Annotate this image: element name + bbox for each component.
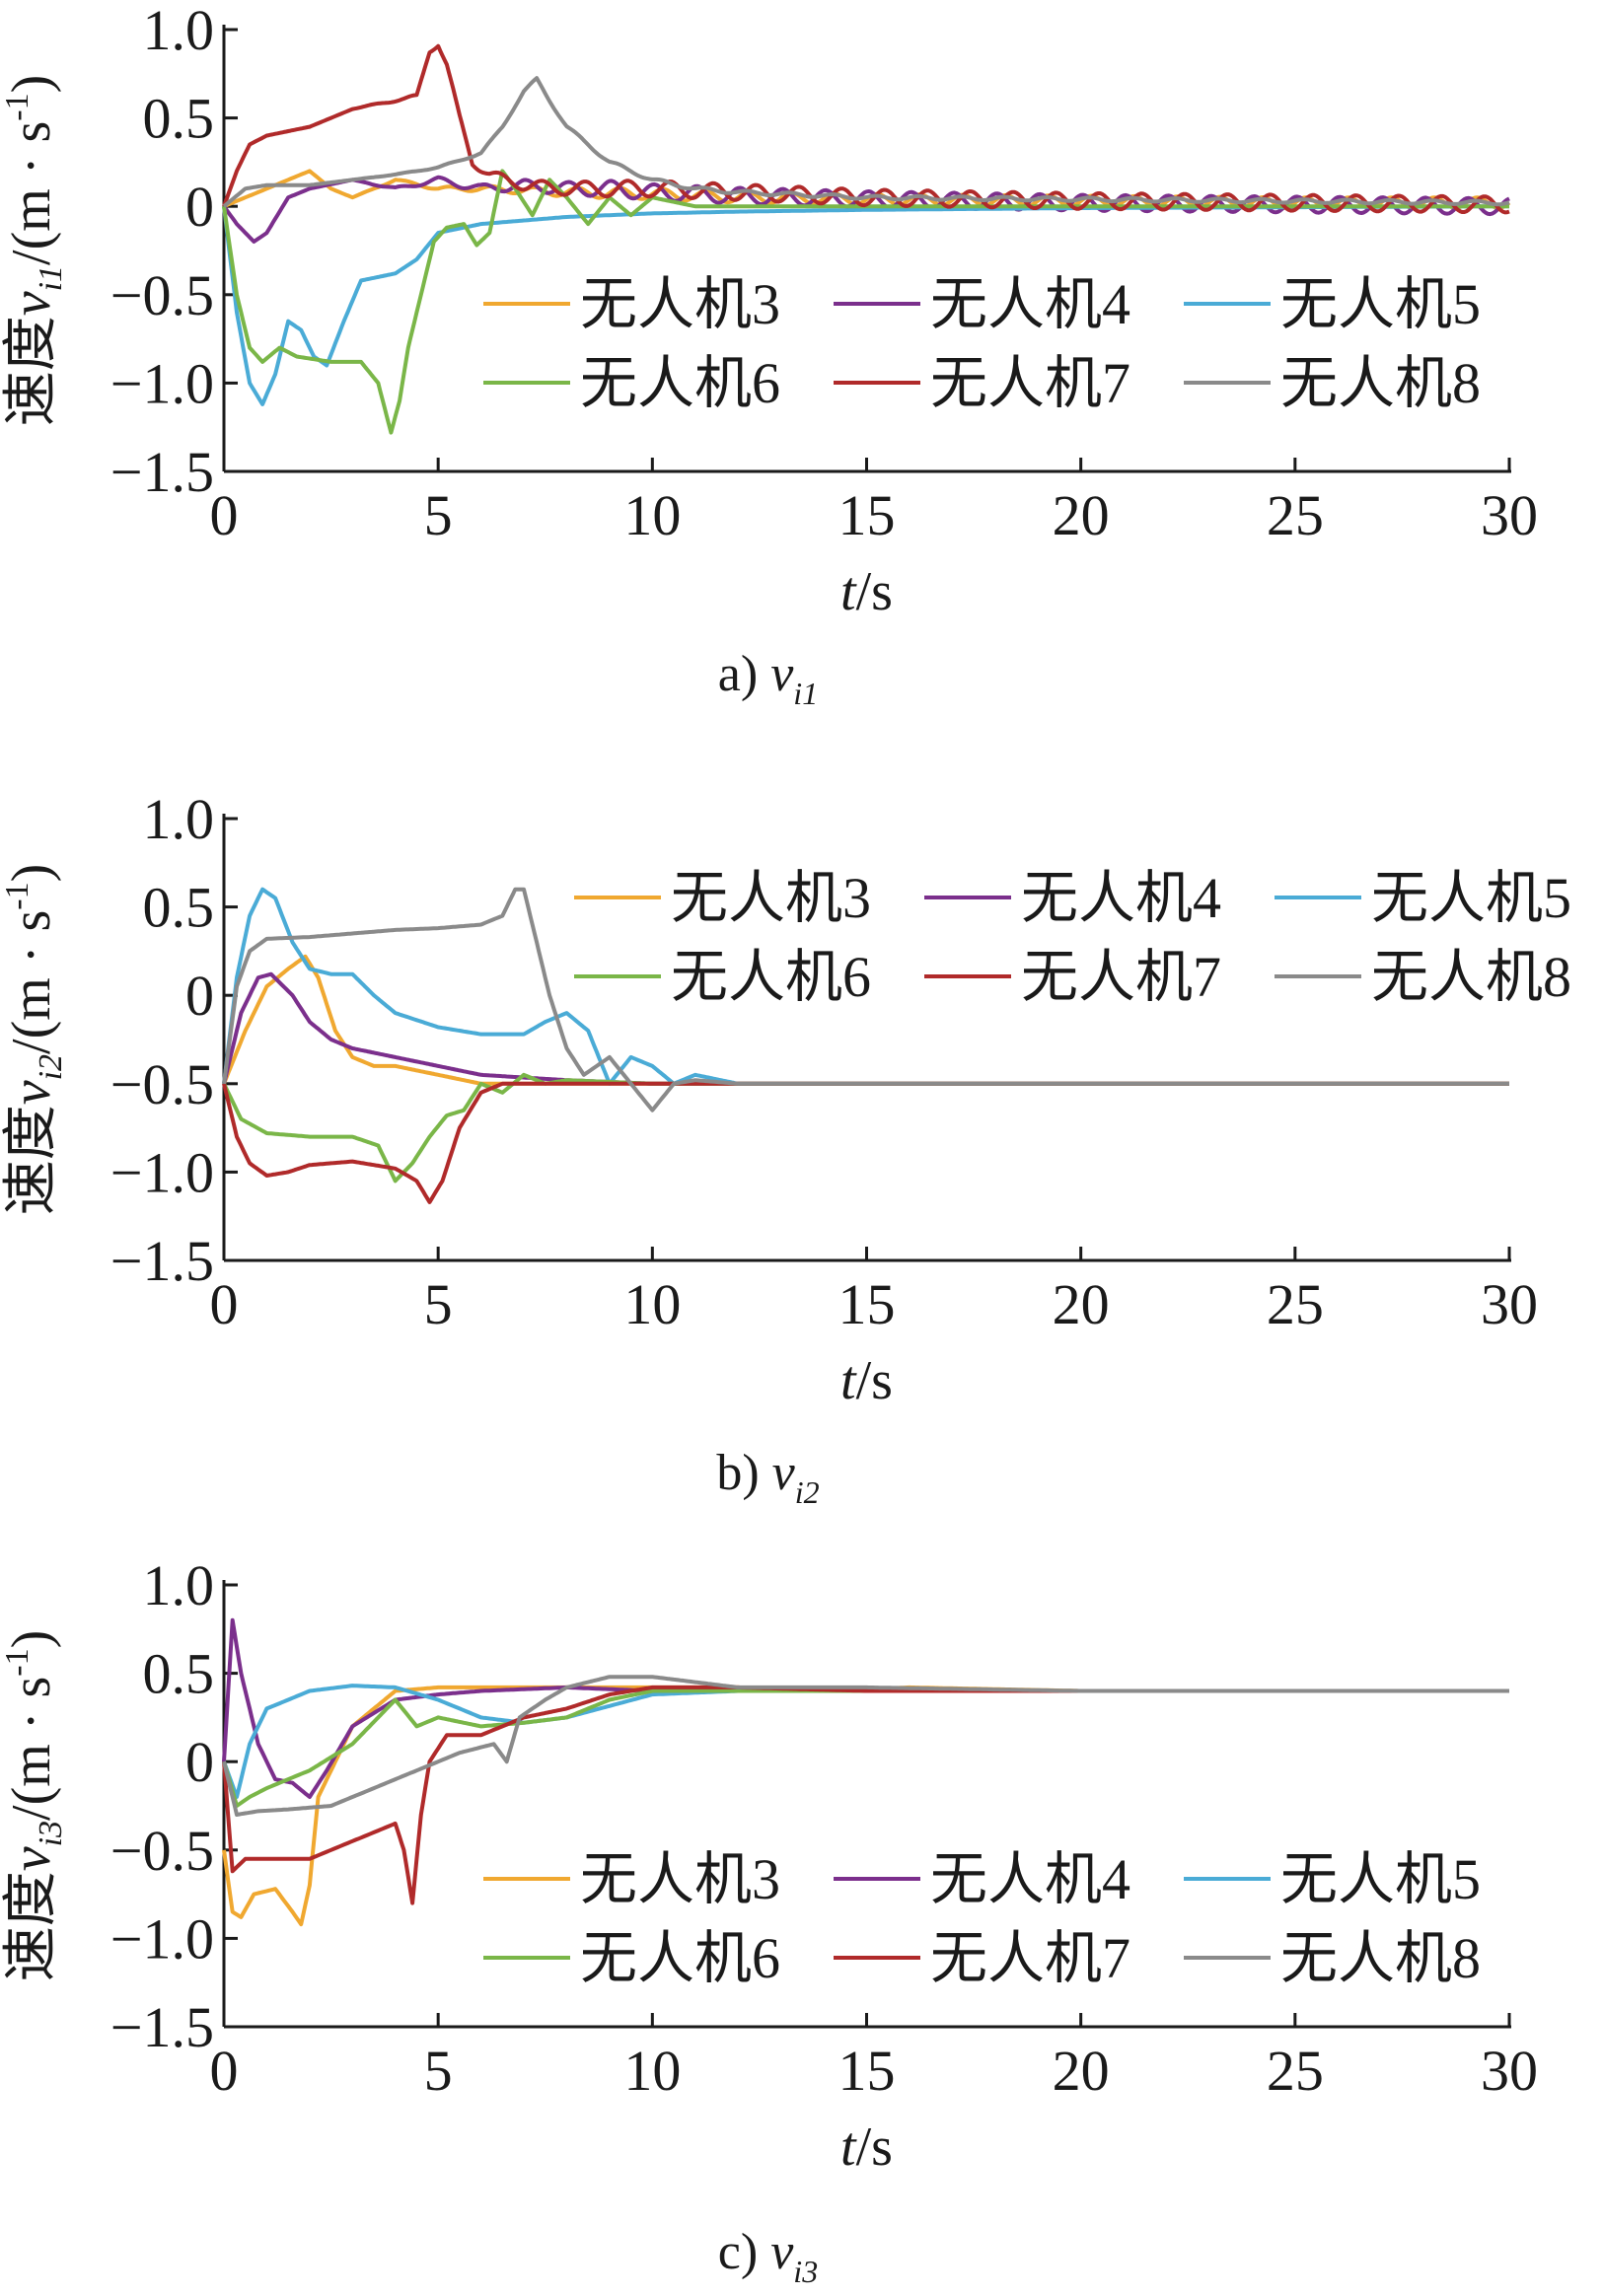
x-axis-title: t/s <box>840 1350 893 1411</box>
y-tick-label: −0.5 <box>110 1819 214 1883</box>
legend-label: 无人机5 <box>1280 1847 1481 1911</box>
series-line-8 <box>222 887 1509 1112</box>
y-axis-title: 速度vi1/(m · s-1) <box>0 75 69 427</box>
x-tick-label: 20 <box>1053 2039 1110 2103</box>
legend-label: 无人机8 <box>1371 945 1571 1009</box>
x-tick-label: 5 <box>424 2039 453 2103</box>
x-tick-label: 25 <box>1267 483 1324 547</box>
legend-label: 无人机5 <box>1371 866 1571 930</box>
y-tick-label: 0.5 <box>143 87 215 151</box>
x-tick-label: 30 <box>1481 2039 1538 2103</box>
legend-label: 无人机4 <box>930 1847 1130 1911</box>
y-tick-label: −1.5 <box>110 1995 214 2059</box>
x-tick-label: 20 <box>1053 483 1110 547</box>
series-line-4 <box>222 175 1510 244</box>
series-line-6 <box>222 1072 1509 1184</box>
x-tick-label: 20 <box>1053 1272 1110 1336</box>
legend-label: 无人机5 <box>1280 272 1481 336</box>
y-tick-label: −1.0 <box>110 1906 214 1971</box>
chart-panel-c: 0 5 10 15 20 25 30 1.0 0.5 0 −0.5 −1.0 −1.5 无人机3 无人机4 无… <box>0 1553 1538 2289</box>
x-tick-label: 10 <box>623 1272 681 1336</box>
y-tick-label: 0 <box>185 175 214 239</box>
legend-label: 无人机8 <box>1280 351 1481 415</box>
y-axis-title: 速度vi3/(m · s-1) <box>0 1630 69 1982</box>
series-line-8 <box>222 1675 1509 1817</box>
y-tick-label: −1.5 <box>110 1229 214 1293</box>
x-tick-label: 0 <box>210 2039 239 2103</box>
legend-label: 无人机4 <box>1021 866 1221 930</box>
y-tick-label: −0.5 <box>110 1052 214 1116</box>
legend-label: 无人机6 <box>671 945 871 1009</box>
legend-label: 无人机3 <box>671 866 871 930</box>
x-tick-label: 5 <box>424 1272 453 1336</box>
y-tick-label: −1.5 <box>110 440 214 504</box>
y-tick-label: −1.0 <box>110 1140 214 1204</box>
x-tick-label: 10 <box>623 2039 681 2103</box>
series-line-7 <box>222 1081 1509 1204</box>
chart-panel-b: 0 5 10 15 20 25 30 1.0 0.5 0 −0.5 −1.0 −1.5 无人机3 无人机4 无… <box>0 787 1571 1510</box>
legend-label: 无人机8 <box>1280 1926 1481 1990</box>
x-tick-label: 15 <box>838 1272 896 1336</box>
y-tick-label: 1.0 <box>143 1553 215 1617</box>
legend-label: 无人机7 <box>930 351 1130 415</box>
legend-label: 无人机7 <box>1021 945 1221 1009</box>
legend-label: 无人机4 <box>930 272 1130 336</box>
series-line-8 <box>222 76 1510 208</box>
x-tick-label: 15 <box>838 483 896 547</box>
x-tick-label: 25 <box>1267 2039 1324 2103</box>
panel-caption: b) vi2 <box>716 1445 819 1510</box>
series-line-6 <box>222 1688 1509 1808</box>
x-tick-label: 15 <box>838 2039 896 2103</box>
legend-label: 无人机3 <box>580 1847 780 1911</box>
x-axis-title: t/s <box>840 561 893 622</box>
x-tick-label: 25 <box>1267 1272 1324 1336</box>
y-tick-label: 1.0 <box>143 787 215 851</box>
x-tick-label: 0 <box>210 483 239 547</box>
chart-panel-a: 0 5 10 15 20 25 30 1.0 0.5 0 −0.5 −1.0 −1.5 无人机3 无人机4 无… <box>0 0 1538 711</box>
legend-label: 无人机6 <box>580 351 780 415</box>
x-tick-label: 0 <box>210 1272 239 1336</box>
x-axis-title: t/s <box>840 2117 893 2178</box>
y-axis-title: 速度vi2/(m · s-1) <box>0 864 69 1216</box>
panel-caption: a) vi1 <box>718 646 818 711</box>
y-tick-label: 0 <box>185 964 214 1028</box>
series-line-5 <box>222 1684 1509 1799</box>
panel-caption: c) vi3 <box>718 2224 818 2289</box>
series-line-3 <box>223 169 1511 210</box>
series-line-7 <box>222 43 1510 215</box>
legend-label: 无人机7 <box>930 1926 1130 1990</box>
legend-label: 无人机6 <box>580 1926 780 1990</box>
y-tick-label: −1.0 <box>110 351 214 415</box>
legend-label: 无人机3 <box>580 272 780 336</box>
x-tick-label: 30 <box>1481 1272 1538 1336</box>
y-tick-label: 0.5 <box>143 876 215 940</box>
y-tick-label: 1.0 <box>143 0 215 62</box>
y-tick-label: −0.5 <box>110 263 214 327</box>
x-tick-label: 30 <box>1481 483 1538 547</box>
x-tick-label: 10 <box>623 483 681 547</box>
x-tick-label: 5 <box>424 483 453 547</box>
y-tick-label: 0.5 <box>143 1642 215 1706</box>
y-tick-label: 0 <box>185 1730 214 1794</box>
